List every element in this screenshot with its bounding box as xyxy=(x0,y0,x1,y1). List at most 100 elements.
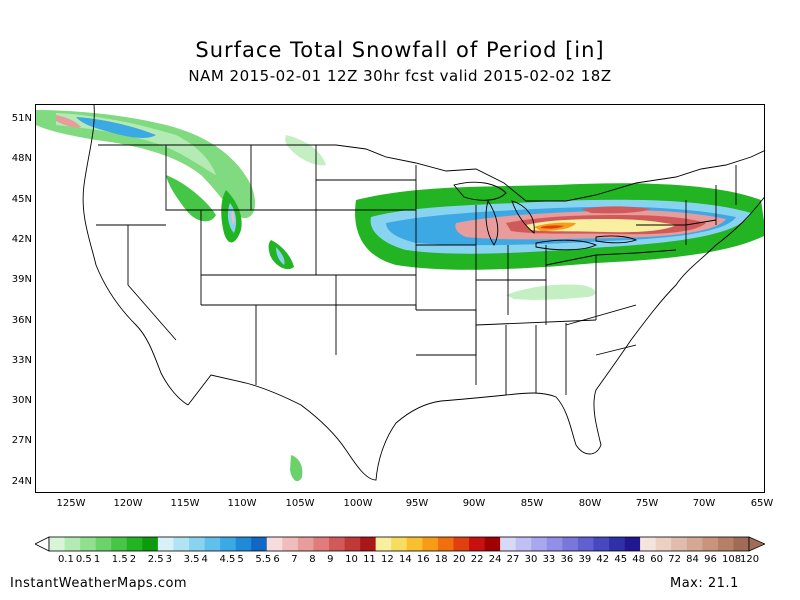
colorbar-swatch xyxy=(111,537,128,551)
lon-label: 75W xyxy=(635,498,659,509)
colorbar-swatch xyxy=(251,537,268,551)
colorbar-swatch xyxy=(702,537,719,551)
colorbar-label: 39 xyxy=(578,554,592,565)
lon-label: 95W xyxy=(405,498,429,509)
colorbar-swatch xyxy=(126,537,143,551)
colorbar-swatch xyxy=(562,537,579,551)
colorbar-label: 84 xyxy=(686,554,699,565)
max-value: Max: 21.1 xyxy=(670,576,739,591)
colorbar-label: 7 xyxy=(291,554,298,565)
lon-label: 70W xyxy=(692,498,716,509)
colorbar-label: 16 xyxy=(416,554,430,565)
colorbar-swatch xyxy=(469,537,485,551)
colorbar-label: 2.5 xyxy=(147,554,164,565)
colorbar-swatch xyxy=(655,537,672,551)
colorbar-swatch xyxy=(406,537,423,551)
colorbar-label: 120 xyxy=(740,554,760,565)
colorbar-label: 1.5 xyxy=(111,554,128,565)
colorbar-swatch xyxy=(640,537,656,551)
colorbar-swatch xyxy=(686,537,703,551)
colorbar-label: 11 xyxy=(363,554,376,565)
lat-label: 39N xyxy=(11,274,32,285)
colorbar-label: 6 xyxy=(273,554,280,565)
colorbar-label: 24 xyxy=(488,554,502,565)
colorbar-swatch xyxy=(173,537,190,551)
lon-label: 115W xyxy=(170,498,200,509)
colorbar-label: 12 xyxy=(381,554,394,565)
colorbar-swatch xyxy=(142,537,159,551)
snowfall-map xyxy=(35,104,765,493)
colorbar-swatch xyxy=(313,537,330,551)
colorbar-label: 27 xyxy=(506,554,520,565)
colorbar-swatch xyxy=(531,537,548,551)
colorbar-swatch xyxy=(189,537,205,551)
colorbar-swatch xyxy=(282,537,299,551)
colorbar-label: 3.5 xyxy=(183,554,200,565)
colorbar xyxy=(35,536,765,552)
lon-label: 80W xyxy=(578,498,602,509)
lon-label: 90W xyxy=(462,498,486,509)
lat-label: 30N xyxy=(11,395,32,406)
colorbar-label: 1 xyxy=(93,554,101,565)
map-outlines xyxy=(82,105,764,481)
colorbar-swatch xyxy=(360,537,376,551)
lon-label: 65W xyxy=(750,498,774,509)
lat-label: 51N xyxy=(11,113,32,124)
map-subtitle: NAM 2015-02-01 12Z 30hr fcst valid 2015-… xyxy=(188,67,612,85)
colorbar-swatch xyxy=(717,537,734,551)
colorbar-label: 33 xyxy=(542,554,556,565)
colorbar-label: 9 xyxy=(327,554,334,565)
colorbar-label: 42 xyxy=(596,554,610,565)
colorbar-label: 10 xyxy=(345,554,358,565)
colorbar-label: 5.5 xyxy=(255,554,272,565)
colorbar-swatch xyxy=(95,537,112,551)
lon-label: 110W xyxy=(227,498,257,509)
colorbar-label: 18 xyxy=(434,554,448,565)
colorbar-swatch xyxy=(297,537,314,551)
snow-band xyxy=(355,183,764,300)
snow-west xyxy=(36,110,326,482)
lat-label: 33N xyxy=(11,355,32,366)
lat-label: 27N xyxy=(11,435,32,446)
colorbar-swatch xyxy=(220,537,236,551)
colorbar-swatch xyxy=(593,537,610,551)
colorbar-label: 36 xyxy=(560,554,574,565)
colorbar-label: 108 xyxy=(722,554,742,565)
colorbar-swatch xyxy=(500,537,516,551)
lat-label: 48N xyxy=(11,153,32,164)
colorbar-swatch xyxy=(64,537,81,551)
lon-label: 120W xyxy=(113,498,143,509)
colorbar-label: 20 xyxy=(452,554,466,565)
colorbar-label: 96 xyxy=(704,554,717,565)
colorbar-arrow-right xyxy=(748,536,765,552)
colorbar-swatch xyxy=(546,537,563,551)
colorbar-swatch xyxy=(204,537,221,551)
colorbar-swatch xyxy=(344,537,361,551)
colorbar-label: 48 xyxy=(632,554,646,565)
lon-label: 85W xyxy=(520,498,544,509)
map-title: Surface Total Snowfall of Period [in] xyxy=(195,38,605,62)
lon-label: 105W xyxy=(285,498,315,509)
colorbar-label: 60 xyxy=(650,554,663,565)
colorbar-label: 5 xyxy=(237,554,244,565)
colorbar-swatch xyxy=(375,537,392,551)
colorbar-swatch xyxy=(484,537,501,551)
colorbar-swatch xyxy=(671,537,688,551)
colorbar-label: 4 xyxy=(201,554,208,565)
lon-label: 125W xyxy=(56,498,86,509)
lat-label: 36N xyxy=(11,315,32,326)
colorbar-swatch xyxy=(49,537,65,551)
colorbar-label: 0.5 xyxy=(75,554,92,565)
colorbar-swatch xyxy=(422,537,439,551)
colorbar-arrow-left xyxy=(35,536,50,552)
colorbar-swatch xyxy=(80,537,96,551)
colorbar-swatch xyxy=(515,537,532,551)
colorbar-swatch xyxy=(733,537,750,551)
colorbar-swatch xyxy=(235,537,252,551)
colorbar-swatch xyxy=(329,537,345,551)
colorbar-label: 3 xyxy=(165,554,173,565)
lat-label: 42N xyxy=(11,234,32,245)
colorbar-label: 30 xyxy=(524,554,538,565)
colorbar-label: 8 xyxy=(309,554,316,565)
colorbar-swatch xyxy=(609,537,625,551)
